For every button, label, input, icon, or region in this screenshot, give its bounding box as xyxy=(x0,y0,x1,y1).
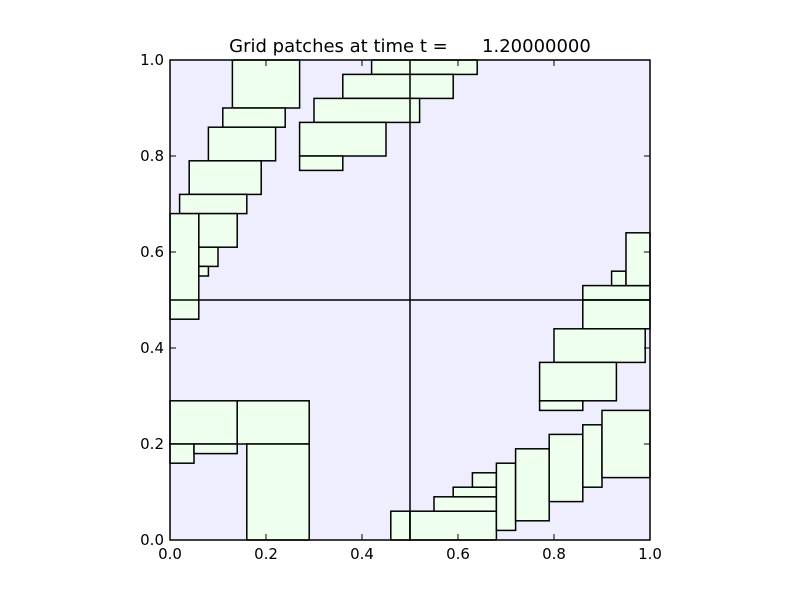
grid-patch-25 xyxy=(625,232,651,287)
grid-patch-19 xyxy=(582,284,651,301)
grid-patch-28 xyxy=(433,496,498,512)
grid-patch-17 xyxy=(193,443,238,455)
grid-patch-29 xyxy=(452,486,498,498)
grid-patch-11 xyxy=(313,97,421,124)
grid-patch-22 xyxy=(538,361,618,402)
grid-patch-15 xyxy=(236,400,310,445)
grid-patch-30 xyxy=(471,472,498,488)
x-tick-label-2: 0.4 xyxy=(350,545,374,563)
grid-patch-0 xyxy=(231,59,301,109)
y-tick-label-5: 1.0 xyxy=(140,51,164,69)
grid-patch-6 xyxy=(198,246,219,268)
x-tick-label-4: 0.8 xyxy=(542,545,566,563)
y-tick-label-4: 0.8 xyxy=(140,147,164,165)
axis-ticks: 0.0 0.2 0.4 0.6 0.8 1.0 0.0 0.2 0.4 0.6 0.8 1.0 xyxy=(140,51,662,563)
plot-frame xyxy=(169,59,651,541)
grid-patch-9 xyxy=(370,59,478,76)
grid-patch-5 xyxy=(198,212,238,248)
grid-patch-23 xyxy=(538,400,584,412)
y-tick-label-2: 0.4 xyxy=(140,339,164,357)
grid-patch-1 xyxy=(222,107,286,128)
x-tick-label-5: 1.0 xyxy=(638,545,662,563)
grid-patch-4 xyxy=(178,193,248,215)
grid-patch-13 xyxy=(298,155,344,172)
grid-patch-32 xyxy=(514,448,550,522)
grid-patch-2 xyxy=(207,126,277,162)
grid-patch-14 xyxy=(169,400,238,445)
grid-patch-20 xyxy=(582,299,651,330)
x-tick-label-3: 0.6 xyxy=(446,545,470,563)
grid-patch-34 xyxy=(582,424,603,488)
grid-patch-8 xyxy=(169,212,200,320)
grid-patch-24 xyxy=(610,270,627,287)
grid-patch-16 xyxy=(169,443,195,464)
grid-patch-35 xyxy=(601,409,651,479)
x-tick-label-1: 0.2 xyxy=(254,545,278,563)
grid-patch-21 xyxy=(553,328,646,364)
grid-patch-26 xyxy=(390,510,411,541)
y-tick-label-3: 0.6 xyxy=(140,243,164,261)
grid-patch-12 xyxy=(298,121,387,157)
grid-patch-27 xyxy=(409,510,498,541)
grid-patch-31 xyxy=(495,462,517,532)
y-tick-label-0: 0.0 xyxy=(140,531,164,549)
grid-patch-10 xyxy=(342,73,454,100)
grid-patch-3 xyxy=(188,160,262,196)
chart-title: Grid patches at time t = 1.20000000 xyxy=(229,36,591,57)
coarse-grid-lines xyxy=(170,60,650,540)
grid-patch-7 xyxy=(198,265,210,277)
x-tick-label-0: 0.0 xyxy=(158,545,182,563)
patch-layer xyxy=(169,59,651,541)
grid-patch-18 xyxy=(246,443,310,541)
grid-patch-33 xyxy=(548,433,584,503)
y-tick-label-1: 0.2 xyxy=(140,435,164,453)
